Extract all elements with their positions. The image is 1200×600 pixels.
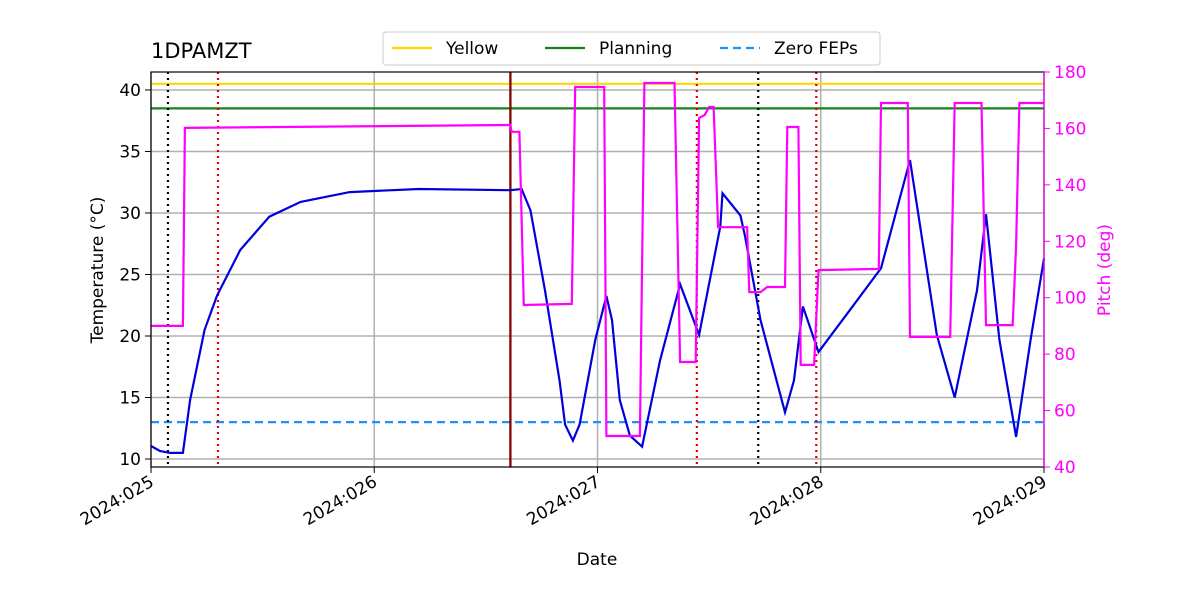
x-tick-label: 2024:027 (523, 472, 604, 530)
y-tick-label: 25 (119, 265, 141, 285)
legend-label: Zero FEPs (774, 39, 858, 59)
y2-tick-label: 80 (1054, 345, 1076, 365)
y-axis-label: Temperature (°C) (88, 197, 108, 345)
y-tick-label: 15 (119, 388, 141, 408)
series-line (151, 81, 1044, 438)
y-tick-label: 30 (119, 204, 141, 224)
legend-box (382, 31, 881, 66)
y2-tick-label: 60 (1054, 402, 1076, 422)
chart-title: 1DPAMZT (151, 39, 252, 63)
y2-tick-label: 100 (1054, 289, 1086, 309)
y-tick-label: 35 (119, 142, 141, 162)
y-tick-label: 40 (119, 81, 141, 101)
y2-tick-label: 160 (1054, 119, 1086, 139)
x-tick-label: 2024:026 (300, 472, 381, 530)
legend-label: Yellow (445, 39, 498, 59)
x-axis-label: Date (577, 550, 618, 570)
legend-label: Planning (599, 39, 672, 59)
y2-tick-label: 140 (1054, 176, 1086, 196)
y2-tick-label: 40 (1054, 458, 1076, 478)
x-tick-label: 2024:025 (77, 472, 158, 530)
legend: Yellow Planning Zero FEPs (382, 31, 881, 66)
y-tick-label: 20 (119, 327, 141, 347)
y2-tick-label: 120 (1054, 232, 1086, 252)
y2-axis-label: Pitch (deg) (1095, 224, 1115, 316)
x-tick-label: 2024:028 (747, 472, 828, 530)
y2-tick-label: 180 (1054, 63, 1086, 83)
y-tick-label: 10 (119, 450, 141, 470)
x-tick-label: 2024:029 (970, 472, 1051, 530)
